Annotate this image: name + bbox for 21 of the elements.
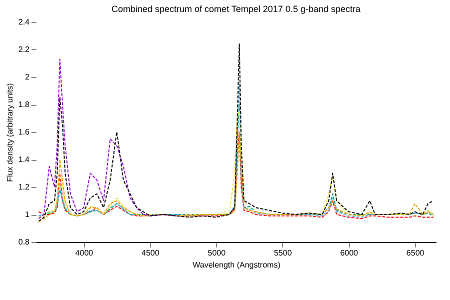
y-tick-label: 1.4 <box>18 155 30 164</box>
line-series <box>38 83 434 218</box>
line-series <box>38 44 434 222</box>
y-tick-label: 2.4 <box>18 18 30 26</box>
y-tick-label: 1.6 <box>18 128 30 136</box>
x-tick-label: 4000 <box>75 248 94 258</box>
x-tick-label: 6000 <box>340 248 359 258</box>
y-tick-label: 2 <box>25 72 30 82</box>
x-tick-label: 4500 <box>142 248 160 258</box>
y-tick-label: 2.2 <box>18 45 30 54</box>
x-axis-title: Wavelength (Angstroms) <box>192 260 281 270</box>
x-tick-label: 5000 <box>208 248 226 258</box>
x-tick-label: 6500 <box>406 248 425 258</box>
y-tick-label: 1.2 <box>18 182 30 192</box>
line-series <box>38 58 177 220</box>
y-tick-label: 1.8 <box>18 100 30 109</box>
x-tick-label: 5500 <box>274 248 292 258</box>
chart-title: Combined spectrum of comet Tempel 2017 0.5 g-band spectra <box>112 4 360 14</box>
y-tick-label: 1 <box>25 210 30 219</box>
y-tick-label: 0.8 <box>18 238 30 246</box>
y-axis-title: Flux density (arbitrary units) <box>5 82 14 182</box>
